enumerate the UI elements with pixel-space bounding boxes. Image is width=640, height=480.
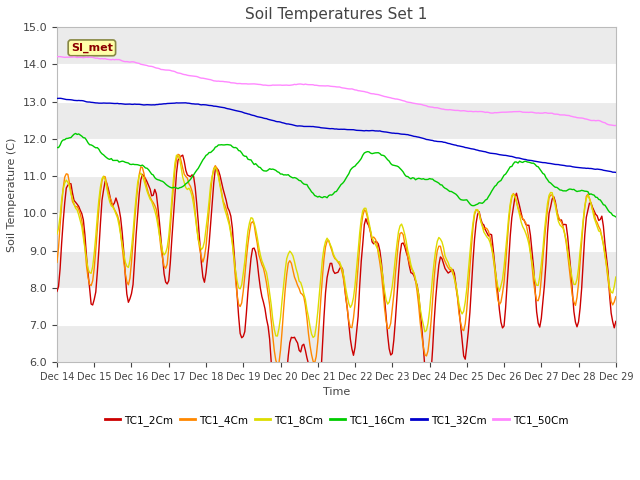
Bar <box>57 325 616 362</box>
Bar <box>57 102 616 139</box>
Bar <box>57 251 616 288</box>
Text: SI_met: SI_met <box>71 43 113 53</box>
Bar <box>57 27 616 64</box>
Title: Soil Temperatures Set 1: Soil Temperatures Set 1 <box>245 7 428 22</box>
Bar <box>57 176 616 213</box>
X-axis label: Time: Time <box>323 387 350 397</box>
Y-axis label: Soil Temperature (C): Soil Temperature (C) <box>7 138 17 252</box>
Legend: TC1_2Cm, TC1_4Cm, TC1_8Cm, TC1_16Cm, TC1_32Cm, TC1_50Cm: TC1_2Cm, TC1_4Cm, TC1_8Cm, TC1_16Cm, TC1… <box>100 411 572 430</box>
